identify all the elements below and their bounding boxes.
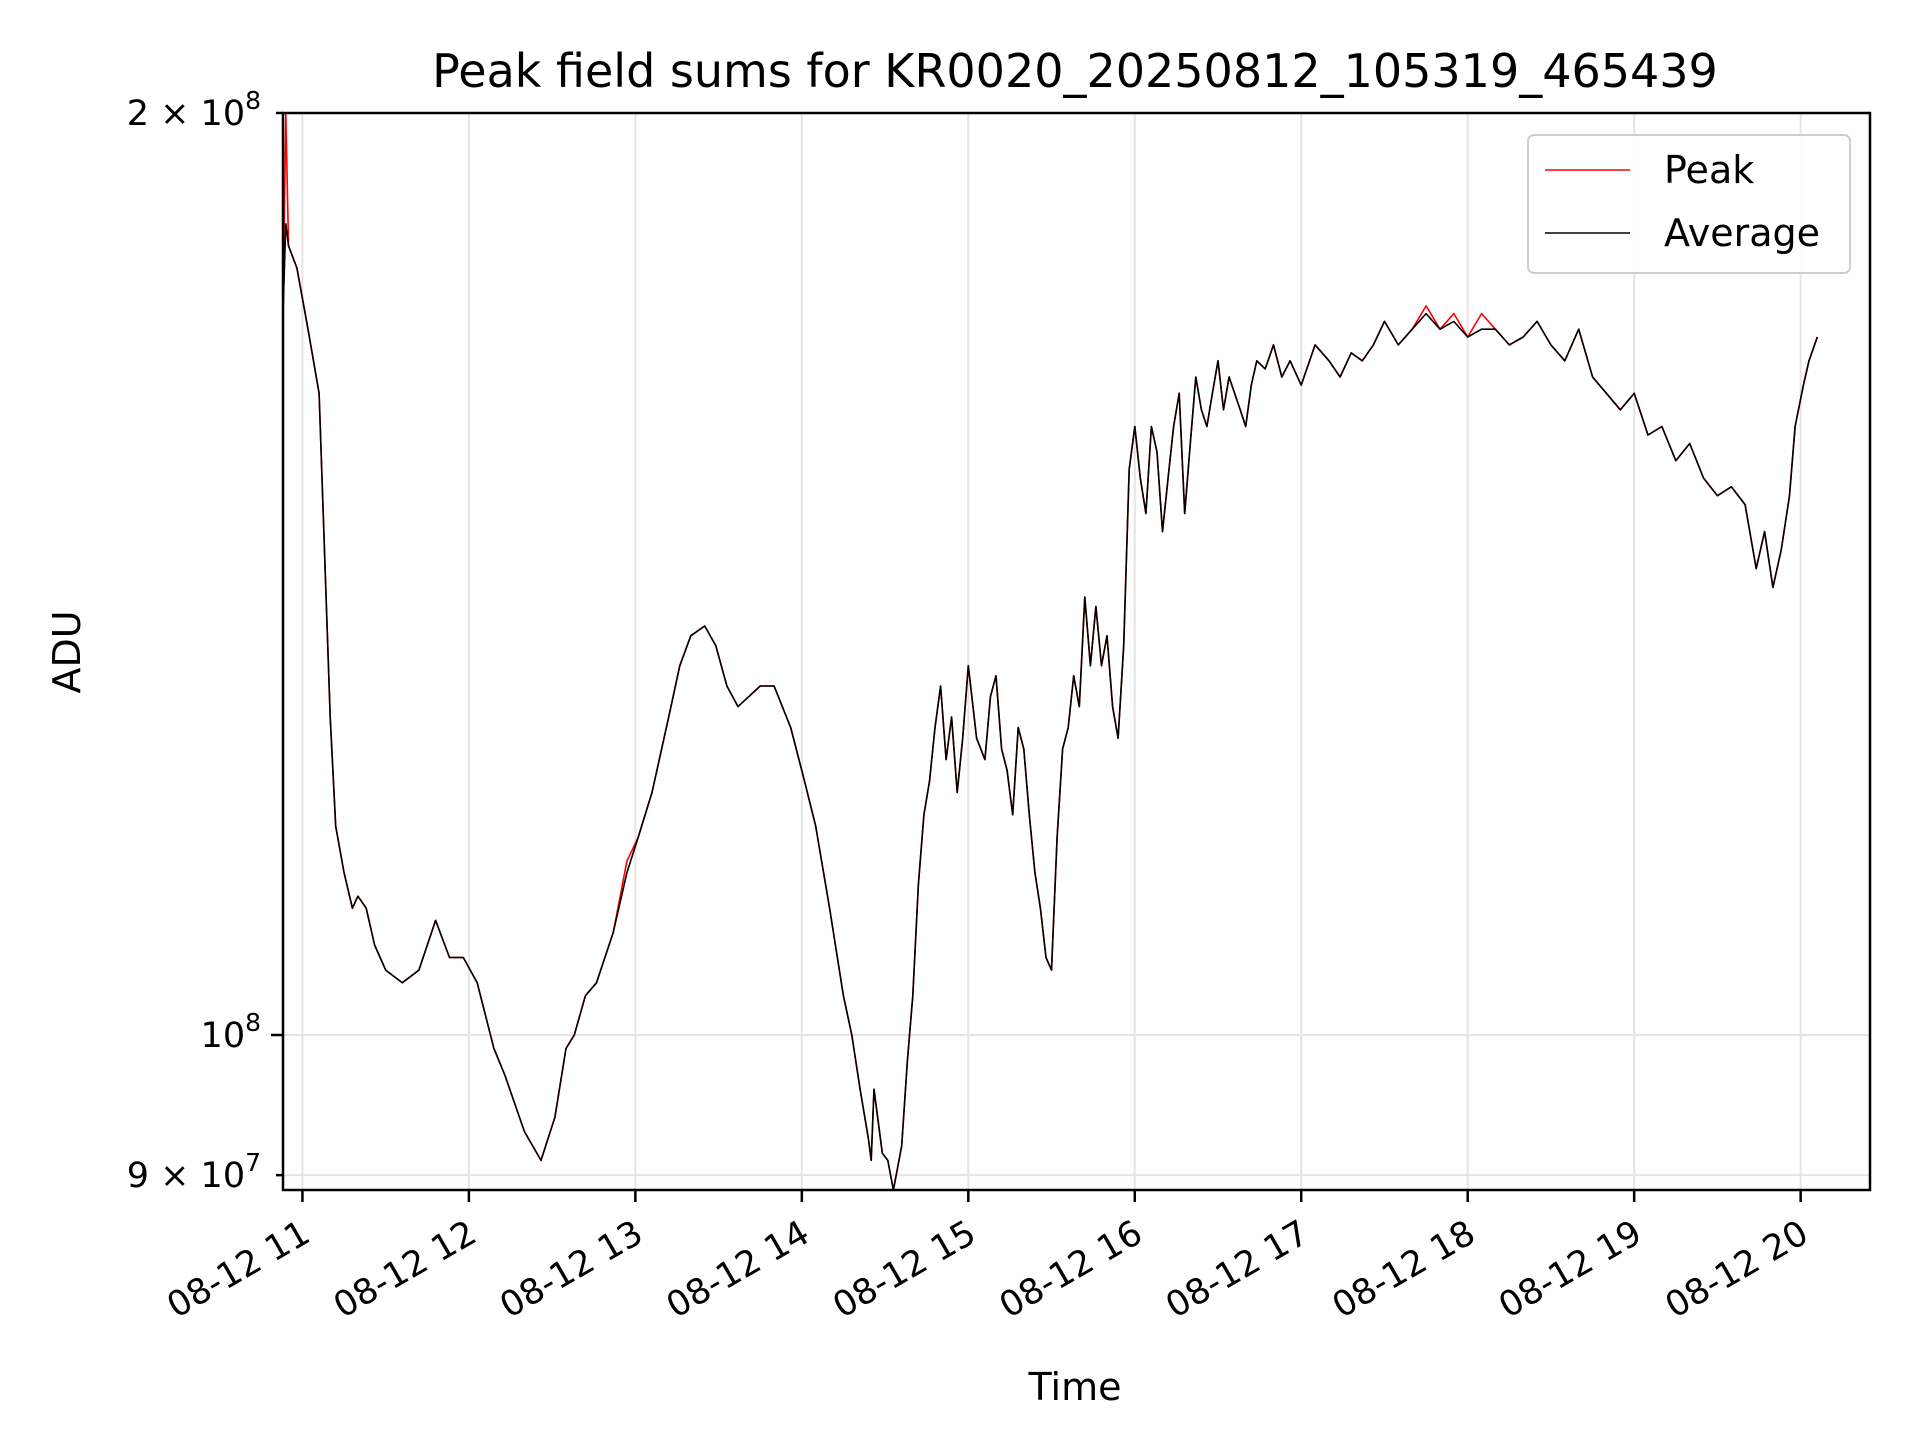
y-tick-label: 2 × 108 — [127, 86, 261, 134]
series-lines — [282, 112, 1819, 1191]
series-line-average — [282, 223, 1819, 1191]
y-tick-label: 108 — [201, 1008, 261, 1056]
y-tick-exponent: 8 — [245, 1008, 261, 1037]
y-tick-base: 10 — [201, 1016, 246, 1056]
chart-title: Peak field sums for KR0020_20250812_1053… — [432, 44, 1718, 98]
legend-label-average: Average — [1664, 211, 1820, 255]
y-tick-label: 9 × 107 — [127, 1148, 261, 1196]
y-tick-mantissa: 9 × 10 — [127, 1156, 245, 1196]
y-tick-exponent: 7 — [245, 1148, 261, 1177]
y-axis-label: ADU — [45, 610, 89, 693]
y-tick-mantissa: 2 × 10 — [127, 94, 245, 134]
plot-frame — [281, 111, 1872, 1192]
x-axis-label: Time — [1028, 1365, 1122, 1409]
legend: Peak Average — [1527, 134, 1851, 274]
grid-lines — [283, 113, 1870, 1190]
legend-label-peak: Peak — [1664, 148, 1754, 192]
y-tick-exponent: 8 — [245, 86, 261, 115]
